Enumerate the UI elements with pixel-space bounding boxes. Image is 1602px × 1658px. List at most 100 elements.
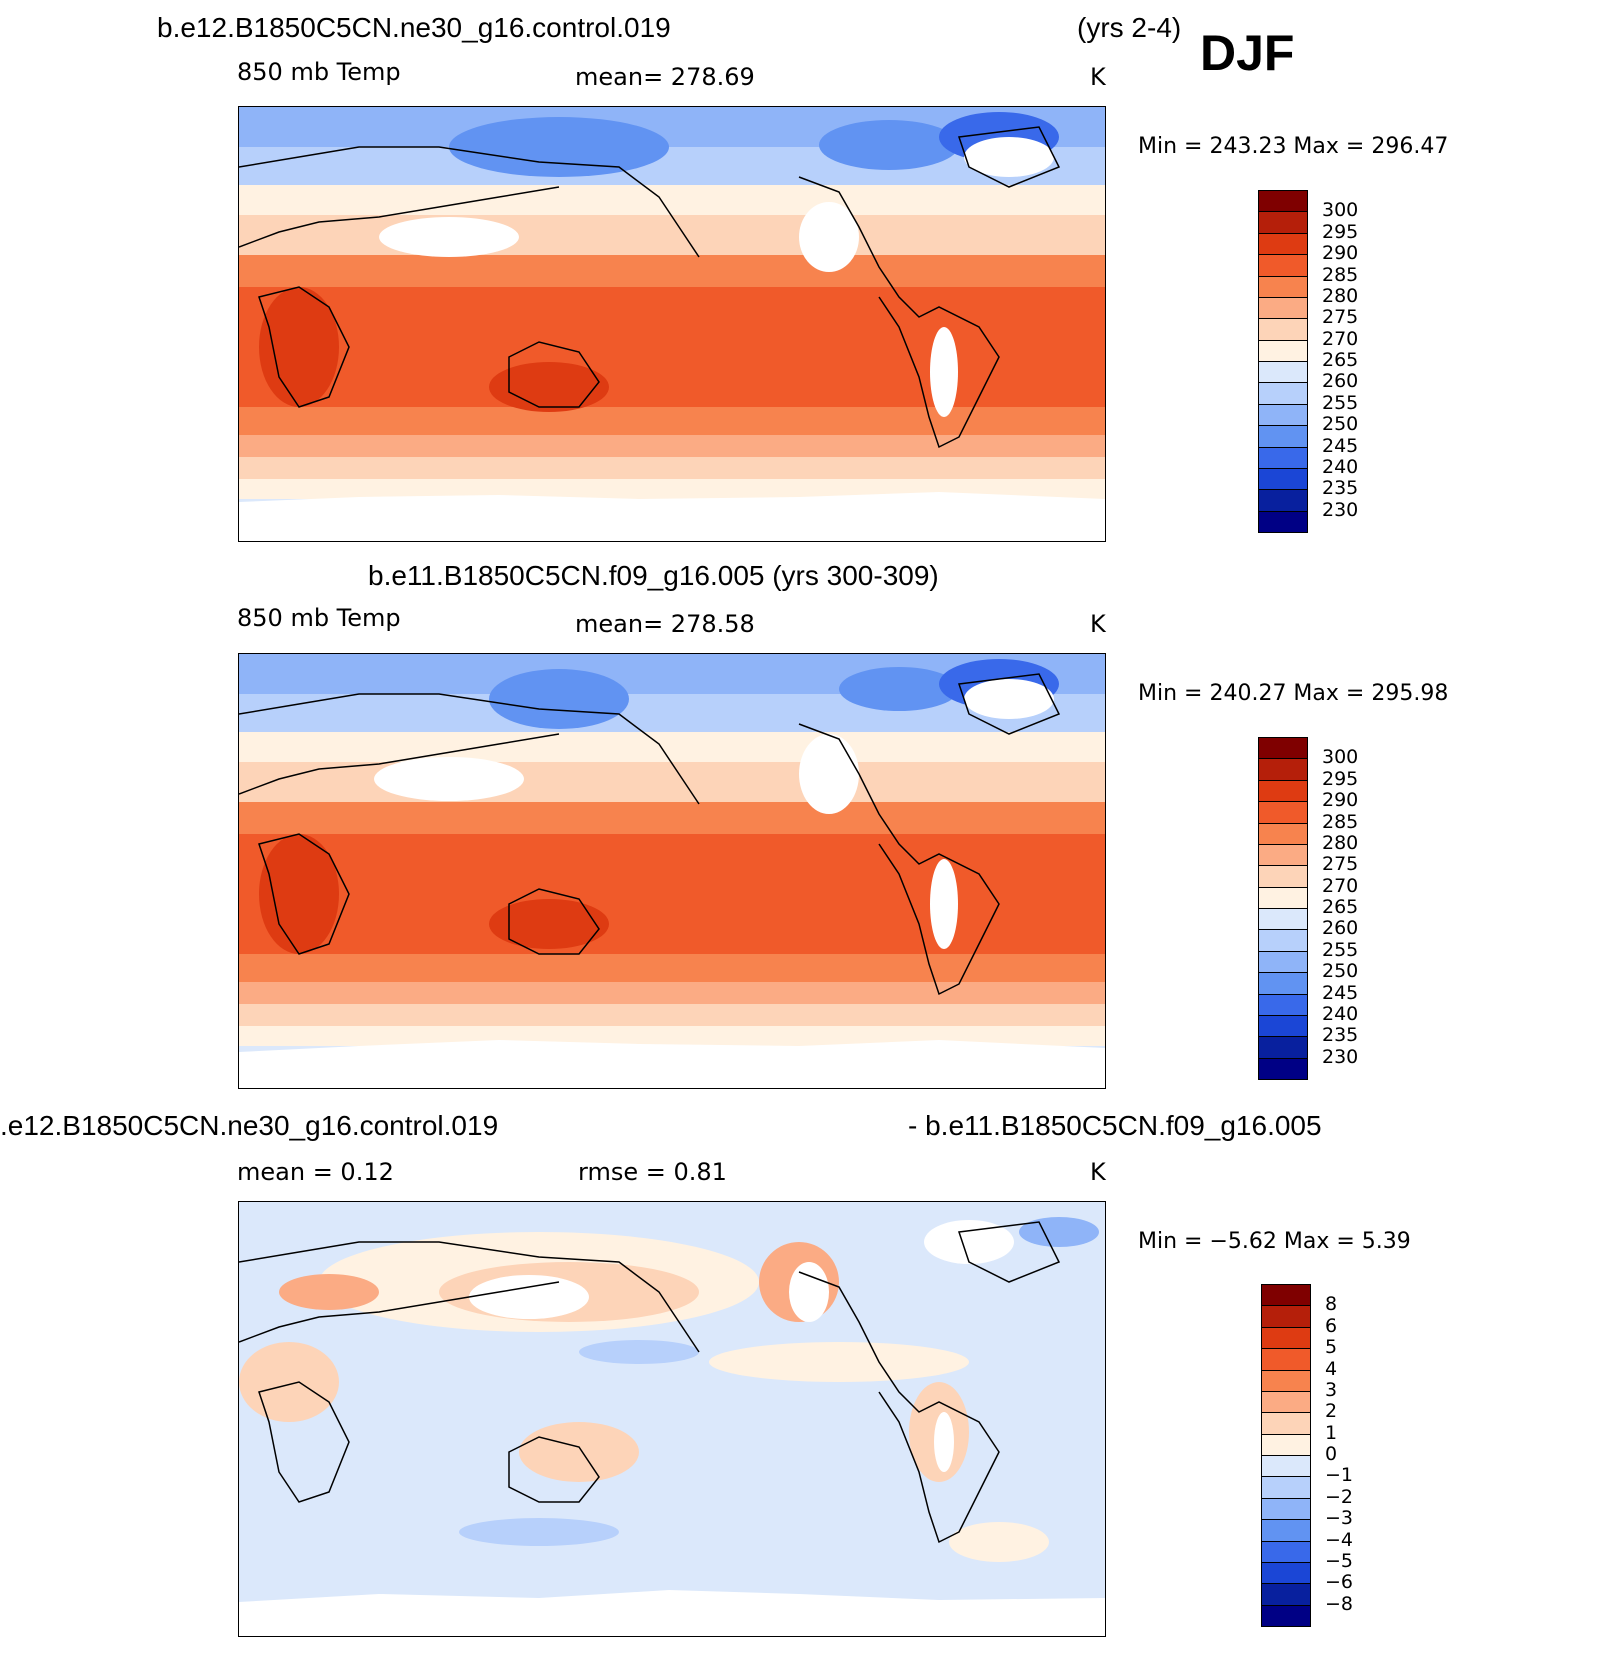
colorbar-swatch — [1258, 972, 1308, 995]
panel1-mean: mean= 278.69 — [575, 63, 755, 91]
colorbar-label: −6 — [1325, 1571, 1354, 1594]
panel2-units: K — [1090, 610, 1106, 638]
colorbar-label: 300 — [1322, 199, 1359, 222]
colorbar-swatch — [1258, 510, 1308, 533]
colorbar-swatch — [1258, 318, 1308, 341]
panel1-map — [238, 106, 1106, 542]
panel3-units: K — [1090, 1158, 1106, 1186]
colorbar-label: 295 — [1322, 767, 1359, 790]
panel2-variable: 850 mb Temp — [237, 604, 401, 632]
colorbar-label: −4 — [1325, 1528, 1354, 1551]
colorbar-swatch — [1258, 865, 1308, 888]
colorbar-swatch — [1258, 993, 1308, 1016]
colorbar-swatch — [1258, 886, 1308, 909]
panel3-mean: mean = 0.12 — [237, 1158, 394, 1186]
panel3-rmse: rmse = 0.81 — [578, 1158, 727, 1186]
panel2-mean: mean= 278.58 — [575, 610, 755, 638]
colorbar-swatch — [1261, 1497, 1311, 1521]
colorbar-label: 6 — [1325, 1314, 1338, 1337]
colorbar-label: 275 — [1322, 306, 1359, 329]
colorbar-swatch — [1261, 1519, 1311, 1542]
colorbar-swatch — [1258, 822, 1308, 845]
colorbar-swatch — [1258, 446, 1308, 469]
colorbar-swatch — [1261, 1284, 1311, 1307]
panel1-minmax: Min = 243.23 Max = 296.47 — [1138, 134, 1449, 159]
colorbar-swatch — [1258, 254, 1308, 277]
colorbar-label: 280 — [1322, 831, 1359, 854]
colorbar-swatch — [1261, 1604, 1311, 1627]
diff-title-right: - b.e11.B1850C5CN.f09_g16.005 — [908, 1110, 1322, 1141]
colorbar-label: 240 — [1322, 455, 1359, 478]
colorbar-swatch — [1258, 382, 1308, 405]
colorbar-swatch — [1258, 950, 1308, 974]
case1-years: (yrs 2-4) — [1077, 12, 1182, 43]
panel2-map-svg — [239, 654, 1105, 1088]
colorbar-swatch — [1258, 801, 1308, 824]
colorbar-swatch — [1261, 1476, 1311, 1499]
colorbar-label: 3 — [1325, 1378, 1338, 1401]
colorbar-label: 250 — [1322, 960, 1359, 983]
colorbar-label: 4 — [1325, 1357, 1338, 1380]
colorbar-swatch — [1261, 1561, 1311, 1585]
colorbar-label: 255 — [1322, 938, 1359, 961]
colorbar-swatch — [1261, 1390, 1311, 1414]
colorbar-swatch — [1258, 737, 1308, 760]
colorbar-label: 5 — [1325, 1336, 1338, 1359]
colorbar-label: 230 — [1322, 498, 1359, 521]
case2-title: b.e11.B1850C5CN.f09_g16.005 (yrs 300-309… — [368, 560, 939, 591]
colorbar-swatch — [1258, 908, 1308, 931]
colorbar-swatch — [1261, 1540, 1311, 1563]
colorbar-swatch — [1258, 489, 1308, 512]
colorbar-swatch — [1258, 758, 1308, 781]
diff-title-left: .e12.B1850C5CN.ne30_g16.control.019 — [0, 1110, 499, 1141]
colorbar-label: 245 — [1322, 434, 1359, 457]
colorbar-swatch — [1258, 190, 1308, 213]
colorbar-label: 8 — [1325, 1293, 1338, 1316]
colorbar-swatch — [1261, 1326, 1311, 1350]
panel2-map — [238, 653, 1106, 1089]
colorbar-swatch — [1258, 929, 1308, 952]
colorbar-swatch — [1258, 779, 1308, 803]
colorbar-label: 290 — [1322, 242, 1359, 265]
colorbar-label: 235 — [1322, 477, 1359, 500]
panel3-minmax: Min = −5.62 Max = 5.39 — [1138, 1229, 1411, 1254]
colorbar-swatch — [1258, 1057, 1308, 1080]
colorbar-swatch — [1258, 296, 1308, 320]
colorbar-swatch — [1261, 1583, 1311, 1606]
colorbar-label: 270 — [1322, 327, 1359, 350]
colorbar-label: 2 — [1325, 1400, 1338, 1423]
panel1-units: K — [1090, 63, 1106, 91]
colorbar-swatch — [1258, 403, 1308, 427]
colorbar-label: 270 — [1322, 874, 1359, 897]
colorbar-label: −3 — [1325, 1507, 1354, 1530]
colorbar-swatch — [1258, 1014, 1308, 1038]
colorbar-label: 0 — [1325, 1443, 1338, 1465]
season-label: DJF — [1200, 25, 1295, 81]
panel2-colorbar: 300 295 290 285 280 275 270 265 260 255 250 245 240 2… — [1258, 737, 1398, 1080]
colorbar-label: −1 — [1325, 1464, 1354, 1487]
colorbar-swatch — [1258, 361, 1308, 384]
colorbar-label: 275 — [1322, 853, 1359, 876]
panel3-map — [238, 1201, 1106, 1637]
colorbar-label: 265 — [1322, 896, 1359, 918]
panel3-map-svg — [239, 1202, 1105, 1636]
colorbar-swatch — [1258, 275, 1308, 298]
colorbar-swatch — [1261, 1348, 1311, 1371]
colorbar-swatch — [1258, 843, 1308, 867]
colorbar-swatch — [1261, 1305, 1311, 1328]
colorbar-swatch — [1258, 467, 1308, 491]
colorbar-label: −5 — [1325, 1549, 1354, 1572]
colorbar-label: −2 — [1325, 1485, 1354, 1508]
panel2-minmax: Min = 240.27 Max = 295.98 — [1138, 681, 1449, 706]
colorbar-swatch — [1258, 232, 1308, 256]
colorbar-label: 245 — [1322, 981, 1359, 1004]
colorbar-label: 240 — [1322, 1002, 1359, 1025]
colorbar-label: 260 — [1322, 917, 1359, 940]
colorbar-swatch — [1258, 339, 1308, 362]
panel3-colorbar: 8 6 5 4 3 2 1 0 −1 −2 −3 −4 −5 −6 −8 — [1261, 1284, 1401, 1627]
panel1-colorbar: 300 295 290 285 280 275 270 265 260 255 250 245 240 2… — [1258, 190, 1398, 533]
colorbar-swatch — [1261, 1369, 1311, 1392]
colorbar-swatch — [1258, 425, 1308, 448]
colorbar-label: 285 — [1322, 810, 1359, 833]
colorbar-swatch — [1261, 1455, 1311, 1478]
